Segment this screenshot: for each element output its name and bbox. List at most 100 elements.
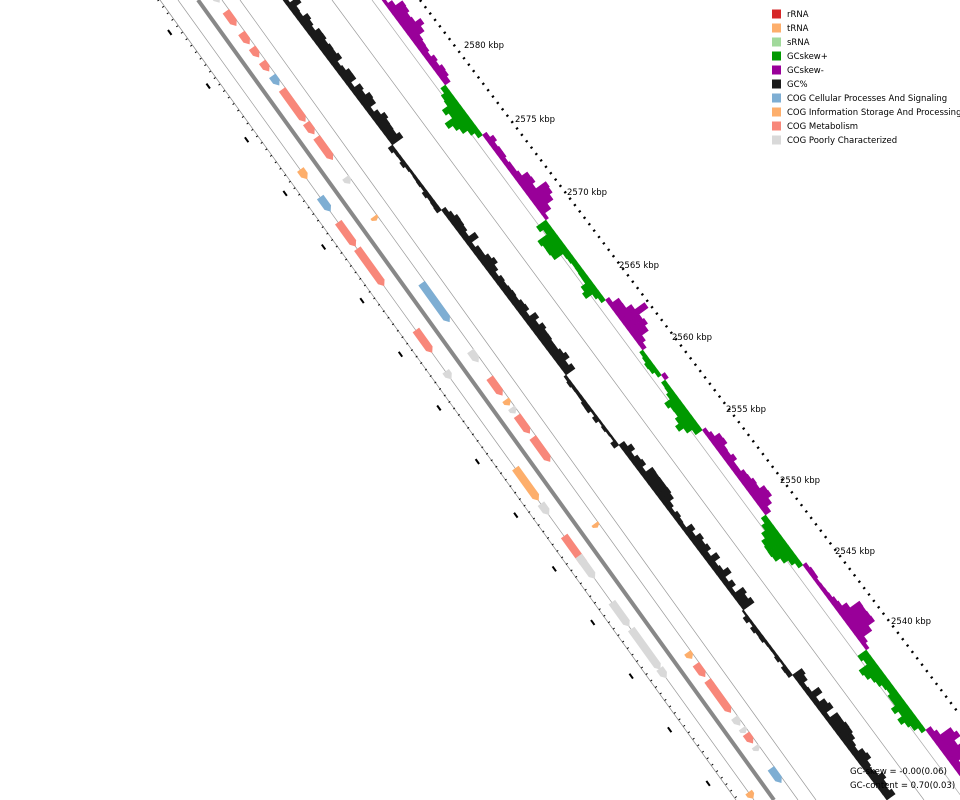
gc-skew [415,39,427,51]
gene-arrow [418,280,450,323]
gc-skew [526,181,550,201]
gc-skew [536,219,550,233]
legend-swatch [772,93,781,103]
gc-skew [691,424,703,436]
gc-skew [444,109,468,129]
gene-feature [248,45,260,58]
gc-content [705,552,721,566]
gc-skew [779,549,796,564]
gene-feature [731,715,741,726]
gc-skew [757,497,773,511]
tick-ring [167,29,721,800]
gc-skew [724,453,738,466]
gene-feature [537,501,550,516]
gene-arrow [608,599,630,627]
gc-skew [881,679,893,691]
gene-feature [303,120,315,135]
gene-arrow [627,626,661,670]
gc-skew [771,544,793,562]
gc-content [433,204,442,214]
gene-feature [418,280,450,323]
gene-feature [751,743,760,752]
legend-label: COG Cellular Processes And Signaling [787,94,947,104]
gc-skew [550,244,569,261]
gc-skew [403,18,425,36]
scale-label: 2555 kbp [726,405,766,415]
gc-skew [597,294,606,304]
legend-swatch [772,23,781,33]
gc-content [739,596,755,611]
gc-skew [862,642,870,651]
gc-content [584,404,593,414]
gc-content [493,274,505,286]
gene-arrow [313,134,334,161]
gene-feature [745,789,755,799]
gene-arrow [210,0,220,3]
gc-content [301,19,314,31]
gene-feature [684,650,694,659]
gc-content [633,458,647,471]
gene-feature [313,134,334,161]
legend-swatch [772,65,781,75]
gene-feature [513,413,531,434]
gc-skew [944,743,960,761]
gc-content [415,179,423,188]
gc-skew [854,625,873,641]
gc-content [818,702,834,716]
gc-skew [534,194,554,211]
gc-skew [389,0,407,16]
scale-label: 2575 kbp [515,115,555,125]
track-line [159,0,737,800]
gene-arrow [222,9,237,26]
stats-text: GC-skew = -0.00(0.06) [850,767,947,777]
gene-feature [591,521,600,528]
gc-content [388,131,404,146]
gc-skew [910,719,923,731]
scale-label: 2560 kbp [672,333,712,343]
gene-feature [738,725,748,734]
gc-content [780,664,790,674]
gc-content [875,778,888,791]
gc-content [795,674,808,686]
gc-content [590,409,597,417]
gc-skew [858,659,878,676]
track-line [239,0,817,800]
gene-arrow [342,175,352,184]
gene-feature [575,553,596,579]
legend-label: GCskew+ [787,52,828,62]
labels: 2580 kbp 2575 kbp 2570 kbp 2565 kbp 2560 kbp… [464,9,960,791]
gene-arrow [513,413,531,434]
gc-skew [392,5,410,21]
gene-arrow [278,87,306,122]
gc-skew [582,284,599,299]
gc-content [837,726,853,741]
gc-content [376,118,391,131]
gene-feature [210,0,220,3]
gc-content [598,419,605,427]
gene-feature [335,219,357,247]
gene-arrow [354,246,385,287]
gene-feature [370,214,379,221]
gene-feature [467,348,479,363]
gc-content [373,111,389,126]
gc-skew [452,114,472,132]
legend-label: sRNA [787,38,810,48]
gc-content [731,586,747,601]
gc-skew [850,615,875,636]
gc-content [516,303,530,316]
gene-feature [342,175,352,184]
gc-skew [670,399,685,413]
gc-content [554,351,570,366]
gc-skew [631,325,649,341]
gc-skew [541,212,549,221]
gene-arrow [751,743,760,752]
gc-skew [538,203,552,216]
gene-feature [512,465,540,501]
gc-skew [761,505,772,516]
gc-content [690,532,704,546]
gc-skew [947,751,960,766]
gc-content [882,788,896,800]
gc-content [750,624,759,634]
gc-skew [870,669,886,683]
gc-content [610,439,620,449]
